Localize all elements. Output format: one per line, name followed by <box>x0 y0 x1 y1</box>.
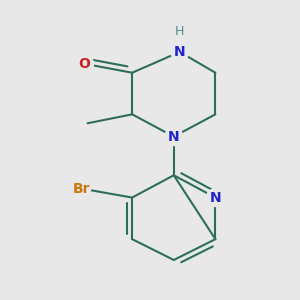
Circle shape <box>76 55 94 73</box>
Circle shape <box>206 189 224 206</box>
Text: N: N <box>210 190 221 205</box>
Text: N: N <box>174 45 185 59</box>
Text: Br: Br <box>73 182 90 196</box>
Text: N: N <box>168 130 180 144</box>
Text: O: O <box>79 57 91 71</box>
Circle shape <box>165 128 183 146</box>
Circle shape <box>73 180 91 198</box>
Circle shape <box>171 43 189 61</box>
Text: H: H <box>175 25 184 38</box>
